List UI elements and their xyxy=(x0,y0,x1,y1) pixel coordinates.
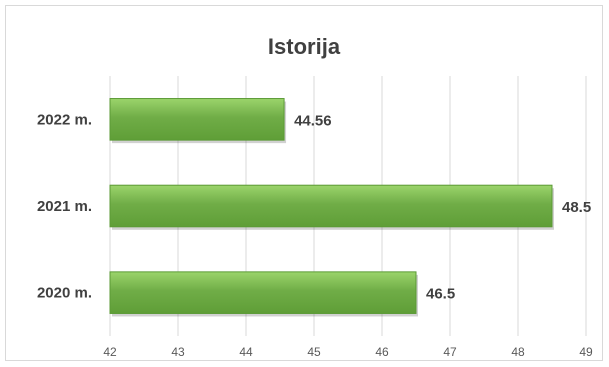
bar xyxy=(109,271,417,314)
x-tick-label: 46 xyxy=(375,345,389,359)
category-label: 2021 m. xyxy=(37,198,92,215)
category-label: 2020 m. xyxy=(37,285,92,302)
x-tick-label: 44 xyxy=(239,345,253,359)
data-label: 48.5 xyxy=(562,199,591,216)
x-tick-label: 42 xyxy=(103,345,117,359)
chart-title: Istorija xyxy=(267,34,341,59)
category-label: 2022 m. xyxy=(37,111,92,128)
data-label: 44.56 xyxy=(294,112,332,129)
data-label: 46.5 xyxy=(426,286,455,303)
x-tick-label: 48 xyxy=(511,345,525,359)
bar xyxy=(109,184,553,228)
x-tick-label: 43 xyxy=(171,345,185,359)
x-tick-label: 49 xyxy=(579,345,593,359)
x-tick-label: 45 xyxy=(307,345,321,359)
bar xyxy=(109,98,285,141)
x-tick-label: 47 xyxy=(443,345,457,359)
